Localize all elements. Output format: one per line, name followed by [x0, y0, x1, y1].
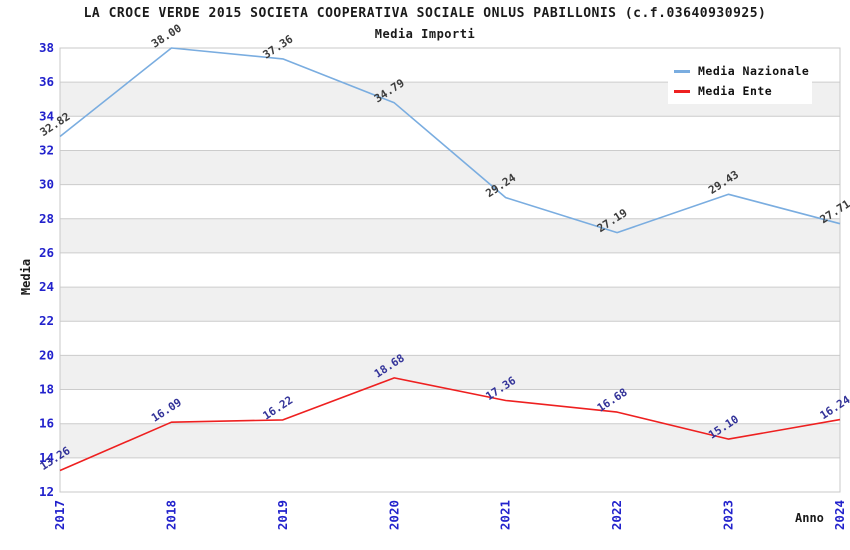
- y-tick-label: 30: [39, 177, 54, 192]
- legend-label-media-ente: Media Ente: [698, 84, 773, 98]
- grid-band: [60, 150, 840, 185]
- x-tick-label: 2020: [386, 500, 401, 530]
- x-axis-title: Anno: [795, 511, 824, 525]
- y-tick-label: 28: [39, 211, 54, 226]
- y-tick-label: 22: [39, 313, 54, 328]
- y-tick-label: 18: [39, 382, 54, 397]
- y-axis-title: Media: [19, 258, 34, 296]
- y-tick-label: 24: [39, 279, 54, 294]
- grid-band: [60, 218, 840, 253]
- series-line: [59, 377, 841, 472]
- y-tick-label: 32: [39, 142, 54, 157]
- y-tick-label: 16: [39, 416, 54, 431]
- x-tick-label: 2022: [609, 500, 624, 530]
- chart-subtitle: Media Importi: [374, 27, 476, 41]
- legend-item-media-ente[interactable]: Media Ente: [668, 81, 812, 101]
- x-tick-label: 2019: [275, 500, 290, 530]
- y-tick-label: 36: [39, 74, 54, 89]
- plot-border: [59, 47, 841, 493]
- y-tick-label: 26: [39, 245, 54, 260]
- x-tick-label: 2024: [832, 500, 847, 530]
- y-tick-label: 20: [39, 347, 54, 362]
- x-tick-label: 2021: [498, 500, 513, 530]
- grid-band: [60, 287, 840, 322]
- x-tick-label: 2023: [721, 500, 736, 530]
- media-nazionale-line-marker: [674, 69, 690, 73]
- data-point-label: 16.22: [261, 394, 296, 423]
- data-point-label: 13.26: [38, 444, 73, 473]
- grid-band: [60, 423, 840, 458]
- legend-item-media-nazionale[interactable]: Media Nazionale: [668, 61, 812, 81]
- grid-band: [60, 355, 840, 390]
- y-tick-label: 34: [39, 108, 54, 123]
- data-point-label: 16.09: [149, 396, 184, 425]
- legend-label-media-nazionale: Media Nazionale: [698, 64, 810, 78]
- data-point-label: 16.24: [818, 393, 850, 422]
- x-tick-label: 2018: [163, 500, 178, 530]
- data-point-label: 37.36: [261, 32, 296, 61]
- y-tick-label: 14: [39, 450, 54, 465]
- legend: Media Nazionale Media Ente: [668, 58, 812, 104]
- x-tick-label: 2017: [52, 500, 67, 530]
- y-tick-label: 12: [39, 484, 54, 499]
- chart-title: LA CROCE VERDE 2015 SOCIETA COOPERATIVA …: [83, 6, 767, 21]
- media-ente-line-marker: [674, 89, 690, 93]
- series-line: [59, 47, 841, 234]
- data-point-label: 38.00: [149, 22, 184, 51]
- y-tick-label: 38: [39, 40, 54, 55]
